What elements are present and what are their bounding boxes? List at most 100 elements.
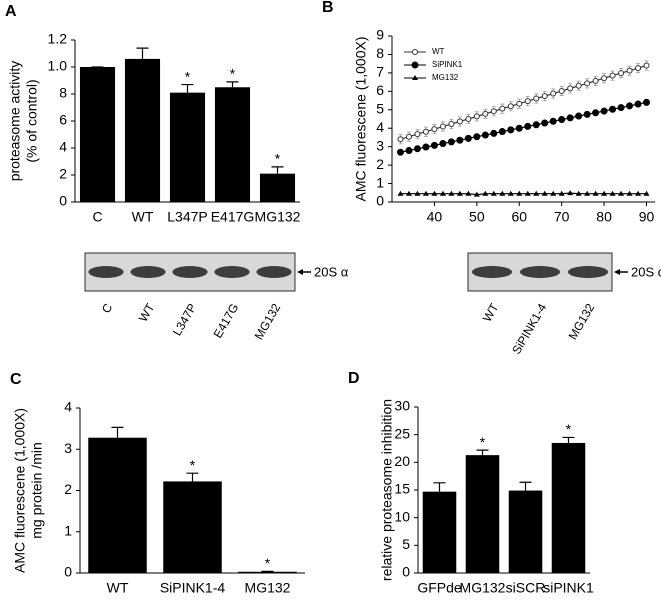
- y-tick-label: 2: [376, 156, 384, 172]
- panel-label: B: [322, 0, 334, 16]
- blot-band: [256, 266, 292, 278]
- bar: [79, 67, 116, 202]
- panel-label: C: [10, 371, 22, 388]
- point: [609, 72, 616, 79]
- point: [609, 190, 616, 196]
- point: [584, 190, 591, 196]
- point: [456, 190, 463, 196]
- blot-lane-label: C: [99, 301, 116, 316]
- blot-arrow-head: [297, 269, 303, 275]
- bar: [214, 87, 251, 202]
- point: [515, 124, 523, 132]
- point: [448, 120, 455, 127]
- y-tick-label: 3: [376, 137, 384, 153]
- blot-band: [519, 266, 561, 278]
- x-tick-label: GFPde: [417, 580, 462, 596]
- point: [414, 190, 421, 196]
- point: [626, 67, 633, 74]
- point: [464, 134, 472, 142]
- point: [507, 190, 514, 196]
- point: [482, 110, 489, 117]
- y-tick-label: 5: [376, 100, 384, 116]
- y-tick-label: 6: [59, 112, 67, 128]
- error-bar: [111, 426, 124, 438]
- point: [601, 75, 608, 82]
- y-tick-label: 7: [376, 64, 384, 80]
- point: [397, 190, 404, 196]
- panel-label: D: [348, 370, 360, 387]
- point: [456, 136, 464, 144]
- point: [422, 143, 430, 151]
- significance-marker: *: [230, 66, 236, 82]
- y-tick-label: 0: [376, 193, 384, 209]
- point: [583, 110, 591, 118]
- point: [439, 123, 446, 130]
- point: [558, 87, 565, 94]
- point: [412, 75, 418, 80]
- error-bar: [519, 481, 532, 491]
- x-tick-label: SiPINK1-4: [160, 580, 226, 596]
- point: [431, 126, 438, 133]
- x-tick-label: MG132: [255, 209, 301, 225]
- point: [524, 98, 531, 105]
- point: [413, 145, 421, 153]
- bar: [508, 490, 543, 573]
- point: [592, 190, 599, 196]
- y-tick-label: 15: [394, 481, 410, 497]
- x-tick-label: siPINK1: [543, 580, 594, 596]
- y-tick-label: 5: [402, 536, 410, 552]
- y-tick-label: 0: [64, 564, 72, 580]
- point: [447, 138, 455, 146]
- point: [499, 105, 506, 112]
- point: [431, 190, 438, 196]
- error-bar: [476, 449, 489, 456]
- point: [626, 190, 633, 196]
- point: [549, 117, 557, 125]
- x-tick-label: WT: [107, 580, 129, 596]
- y-axis-title: mg protein /min: [29, 442, 45, 538]
- y-tick-label: 10: [394, 508, 410, 524]
- point: [482, 190, 489, 196]
- point: [592, 77, 599, 84]
- significance-marker: *: [566, 421, 572, 437]
- y-axis-title: relative proteasome inhibition: [379, 399, 395, 581]
- significance-marker: *: [480, 434, 486, 450]
- y-tick-label: 8: [376, 45, 384, 61]
- blot-label: 20S α: [631, 264, 661, 279]
- point: [499, 190, 506, 196]
- error-bar: [136, 47, 149, 59]
- point: [414, 131, 421, 138]
- point: [465, 190, 472, 196]
- point: [397, 136, 404, 143]
- y-tick-label: 4: [376, 119, 384, 135]
- point: [643, 190, 650, 196]
- point: [618, 190, 625, 196]
- error-bar: [562, 436, 575, 443]
- series-line: [400, 192, 647, 196]
- point: [524, 122, 532, 130]
- blot-arrow-head: [614, 269, 620, 275]
- x-tick-label: C: [92, 209, 102, 225]
- x-tick-label: MG132: [460, 580, 506, 596]
- point: [490, 129, 498, 137]
- bar: [465, 455, 500, 573]
- point: [507, 126, 515, 134]
- point: [592, 109, 600, 117]
- y-tick-label: 1.0: [48, 58, 68, 74]
- point: [566, 114, 574, 122]
- x-tick-label: WT: [132, 209, 154, 225]
- y-tick-label: 4: [59, 139, 67, 155]
- point: [541, 119, 549, 127]
- y-tick-label: 1: [64, 522, 72, 538]
- blot-band: [88, 266, 124, 278]
- y-tick-label: 0: [402, 564, 410, 580]
- error-bar: [186, 472, 199, 482]
- x-tick-label: MG132: [245, 580, 291, 596]
- error-bar: [181, 83, 194, 93]
- blot-band: [130, 266, 166, 278]
- y-tick-label: 9: [376, 27, 384, 43]
- point: [575, 112, 583, 120]
- point: [507, 103, 514, 110]
- point: [481, 131, 489, 139]
- point: [405, 133, 412, 140]
